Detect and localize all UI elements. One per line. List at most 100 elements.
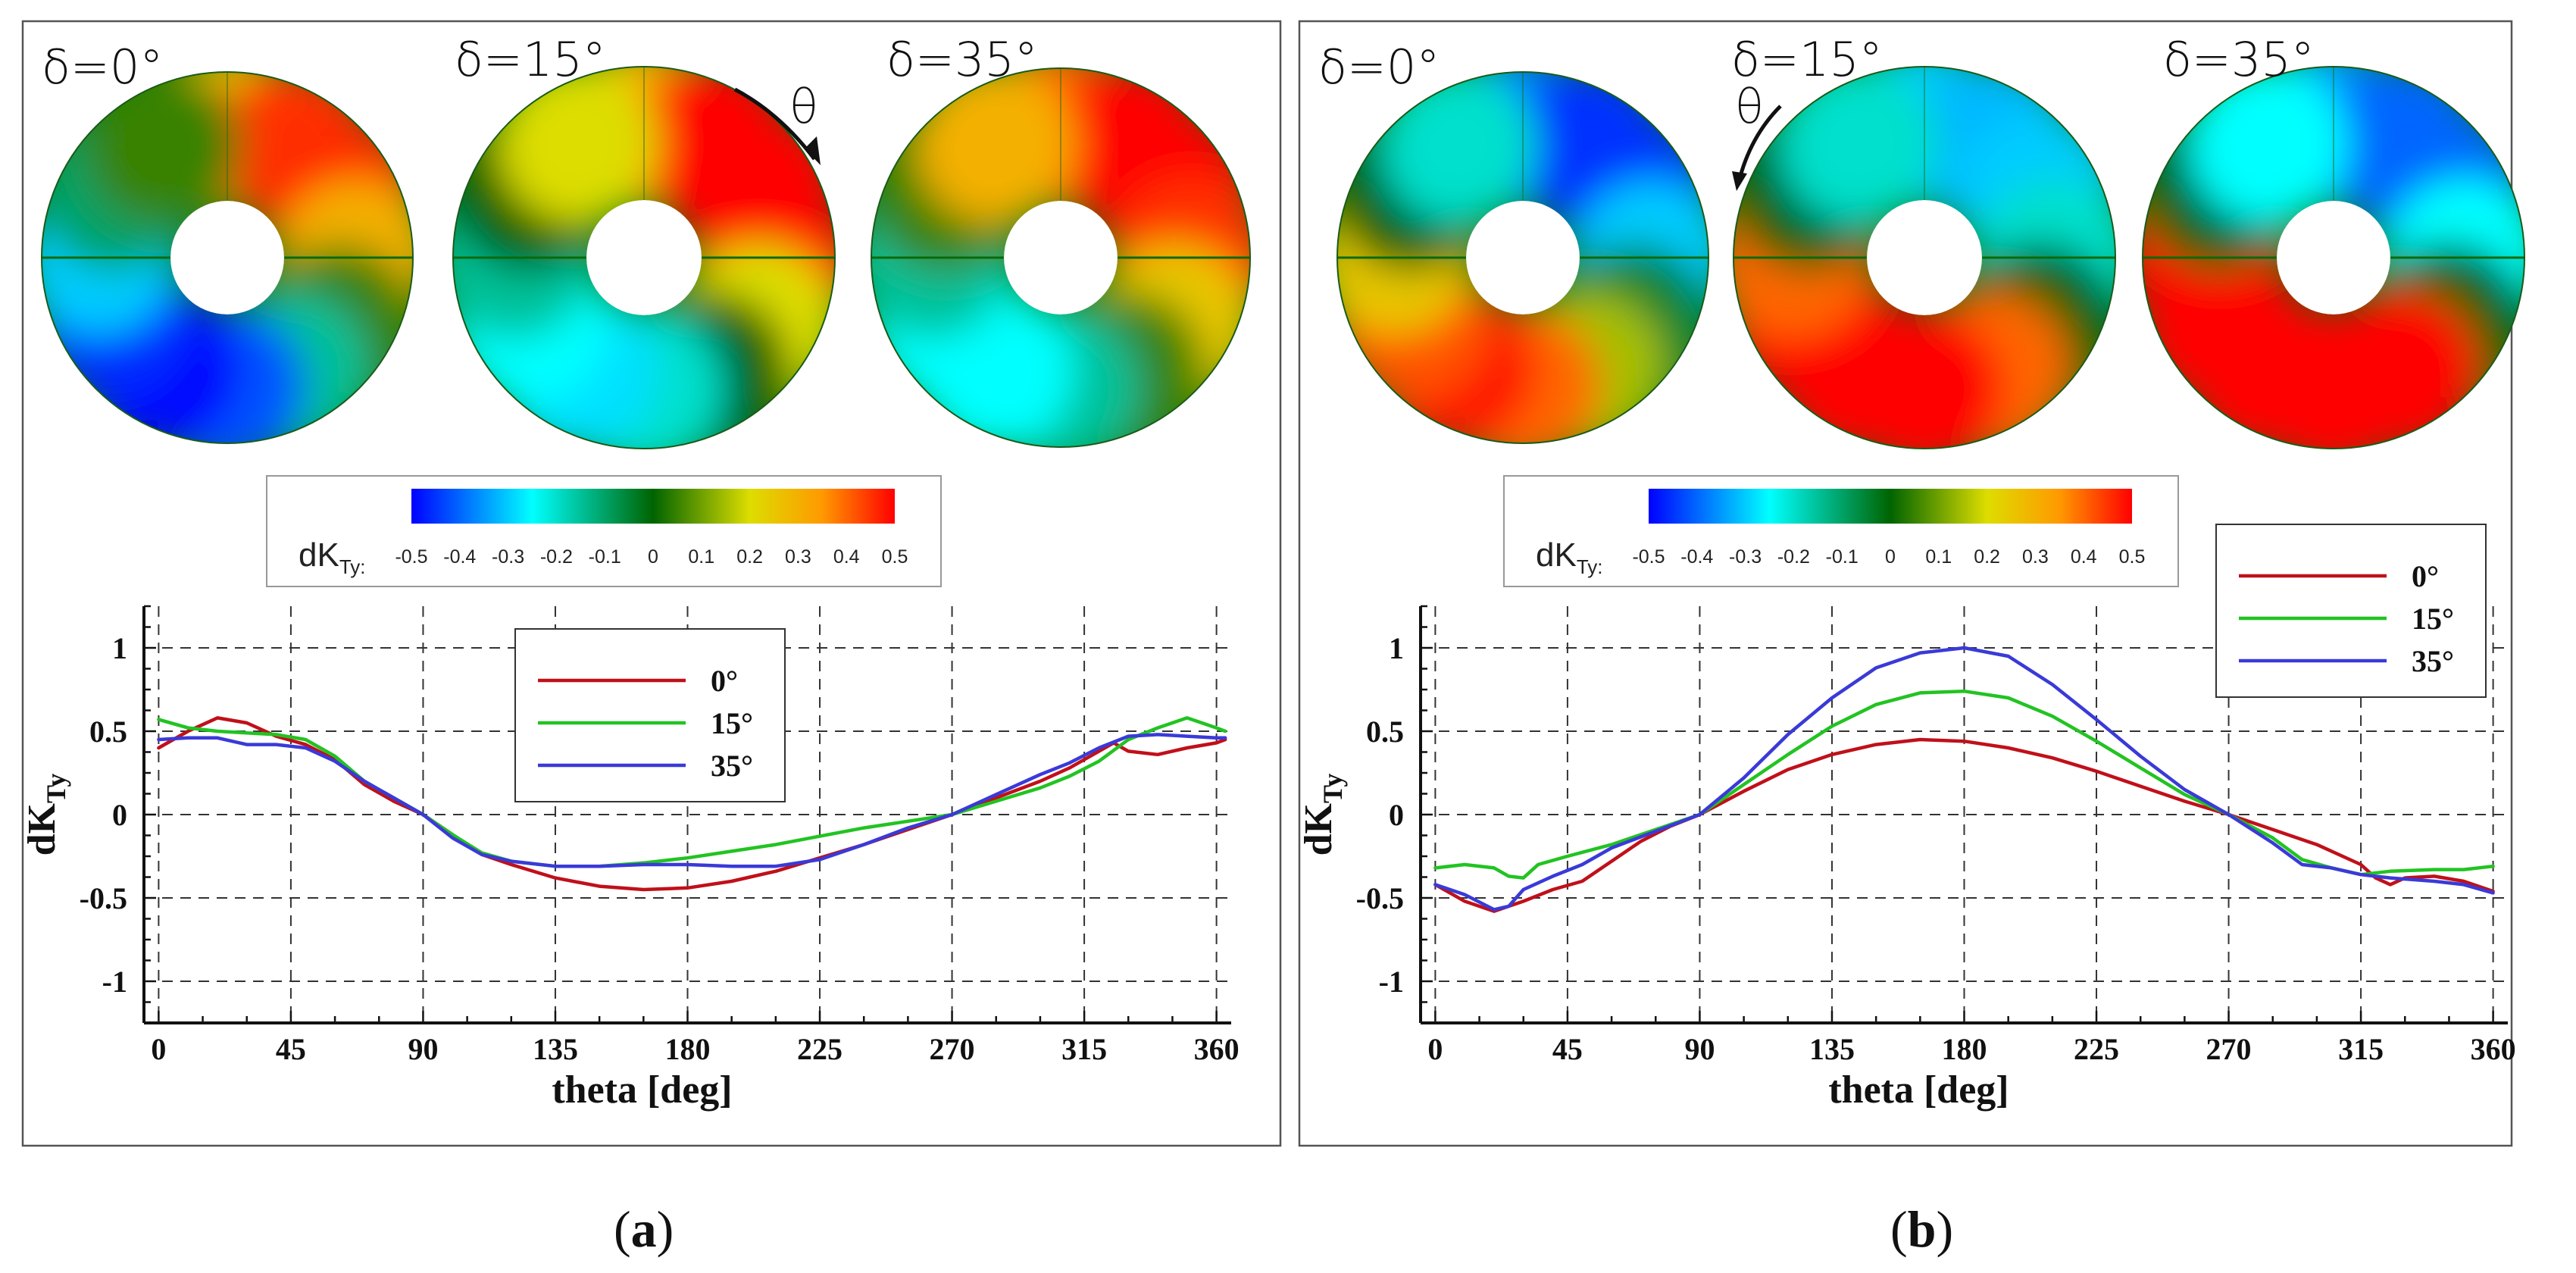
annulus-outline [452, 66, 836, 449]
y-tick-label: 1 [1389, 631, 1404, 665]
panel-b-frame [1298, 20, 2513, 1147]
legend-label-0: 0° [711, 664, 738, 698]
x-tick-label: 270 [2206, 1032, 2252, 1066]
panel-a-caption: (a) [614, 1200, 674, 1258]
y-tick-label: 0 [112, 798, 127, 832]
x-tick-label: 315 [2338, 1032, 2384, 1066]
theta-symbol: θ [789, 79, 818, 134]
legend-label-0: 0° [2412, 559, 2439, 593]
x-tick-label: 90 [1684, 1032, 1715, 1066]
x-axis-title: theta [deg] [1828, 1068, 2009, 1112]
x-tick-label: 270 [930, 1032, 975, 1066]
panel-a-colorbar: -0.5 -0.4 -0.3 -0.2 -0.1 0 0.1 0.2 0.3 0.4 0.5 dKTy… [266, 475, 942, 587]
colorbar-title-sub: Ty: [1577, 555, 1603, 578]
y-tick-label: -0.5 [1356, 881, 1404, 915]
legend-box [514, 628, 786, 802]
delta-label-0: δ=0° [42, 39, 163, 95]
annulus-outline [1336, 71, 1709, 444]
colorbar-tick-label: -0.1 [589, 546, 621, 568]
panel-a-line-plot: 0 45 90 135 180 225 270 315 360 -1 -0.5 0 0.5 1 theta … [20, 605, 1240, 1112]
panel-b-line-plot: 0 45 90 135 180 225 270 315 360 -1 -0.5 0 0.5 1 theta … [1297, 524, 2516, 1112]
x-tick-label: 45 [276, 1032, 306, 1066]
colorbar-tick-label: 0.5 [2119, 546, 2146, 568]
colorbar-title-sub: Ty: [339, 555, 366, 578]
delta-label-2: δ=35° [886, 32, 1038, 87]
y-axis-title: dKTy [1297, 774, 1348, 856]
y-tick-label: -0.5 [80, 881, 127, 915]
y-tick-label: 0 [1389, 798, 1404, 832]
colorbar-gradient [411, 489, 895, 524]
y-tick-label: 0.5 [89, 715, 127, 749]
legend-label-1: 15° [711, 706, 753, 740]
annulus-contour-0 [41, 71, 414, 444]
y-tick-label: -1 [1379, 965, 1404, 999]
contour-sector [1778, 67, 1939, 224]
colorbar-tick-label: 0 [648, 546, 658, 568]
legend-box [2215, 524, 2487, 698]
panel-a: δ=0° δ=15° δ=35° θ -0.5 -0.4 -0.3 -0.2 -0.1 0 0.… [20, 20, 1282, 1258]
colorbar-tick-label: 0.4 [833, 546, 860, 568]
legend-label-2: 35° [2412, 644, 2454, 678]
annulus-blobs [41, 71, 414, 444]
colorbar-tick-label: 0.3 [2022, 546, 2049, 568]
series-line-1 [157, 716, 1227, 868]
colorbar-gradient [1649, 489, 2132, 524]
x-tick-label: 180 [665, 1032, 711, 1066]
y-tick-label: 0.5 [1366, 715, 1404, 749]
legend-label-1: 15° [2412, 602, 2454, 636]
annulus-outline [41, 71, 414, 444]
contour-sector [915, 68, 1075, 224]
x-tick-label: 180 [1942, 1032, 1987, 1066]
x-tick-label: 315 [1061, 1032, 1107, 1066]
contour-sector [85, 71, 241, 224]
y-axis-title-sub: Ty [41, 774, 71, 803]
annulus-outline [2142, 66, 2525, 449]
annulus-outline [871, 67, 1251, 448]
colorbar-tick-label: -0.4 [443, 546, 476, 568]
legend-label-2: 35° [711, 749, 753, 783]
colorbar-tick-label: -0.3 [1729, 546, 1762, 568]
x-tick-label: 0 [151, 1032, 166, 1066]
y-tick-label: 1 [112, 631, 127, 665]
colorbar-tick-label: -0.5 [1632, 546, 1665, 568]
annulus-blobs [1733, 67, 2115, 449]
panel-a-contour-maps: δ=0° δ=15° δ=35° [41, 32, 1251, 449]
colorbar-tick-label: 0.5 [882, 546, 908, 568]
colorbar-tick-label: -0.2 [540, 546, 573, 568]
contour-sector [498, 67, 658, 224]
x-tick-label: 135 [1809, 1032, 1855, 1066]
colorbar-tick-label: 0.2 [736, 546, 763, 568]
colorbar-tick-label: 0 [1885, 546, 1896, 568]
annulus-contour-2 [871, 68, 1250, 447]
colorbar-tick-label: -0.2 [1777, 546, 1810, 568]
series-line-2 [157, 733, 1227, 868]
colorbar-tick-label: 0.1 [688, 546, 714, 568]
panel-a-theta-arrow: θ [733, 79, 821, 165]
x-tick-label: 0 [1427, 1032, 1443, 1066]
x-tick-label: 225 [2074, 1032, 2119, 1066]
y-axis-title-sub: Ty [1318, 774, 1348, 803]
delta-label-0: δ=0° [1318, 39, 1440, 95]
annulus-contour-0 [1337, 72, 1708, 443]
colorbar-tick-label: 0.4 [2071, 546, 2097, 568]
annulus-blobs [453, 67, 835, 449]
delta-label-1: δ=15° [1731, 32, 1883, 87]
x-tick-label: 135 [533, 1032, 578, 1066]
contour-sector [1380, 72, 1537, 224]
x-tick-label: 225 [797, 1032, 843, 1066]
panel-a-frame [21, 20, 1282, 1147]
panel-b: δ=0° δ=15° δ=35° θ -0.5 -0.4 -0.3 -0.2 -0.1 0 0.… [1297, 20, 2525, 1258]
panel-b-contour-maps: δ=0° δ=15° δ=35° [1318, 32, 2525, 449]
delta-label-1: δ=15° [455, 32, 606, 87]
x-tick-label: 45 [1552, 1032, 1583, 1066]
y-axis-title: dKTy [20, 774, 71, 856]
x-axis-title: theta [deg] [552, 1068, 732, 1112]
colorbar-title: dKTy: [299, 536, 366, 578]
panel-b-colorbar: -0.5 -0.4 -0.3 -0.2 -0.1 0 0.1 0.2 0.3 0.4 0.5 dKTy… [1503, 475, 2179, 587]
colorbar-tick-label: -0.3 [492, 546, 524, 568]
annulus-contour-2 [2143, 67, 2524, 449]
panel-b-caption: (b) [1890, 1200, 1953, 1258]
colorbar-tick-label: -0.4 [1680, 546, 1713, 568]
colorbar-tick-label: -0.1 [1826, 546, 1859, 568]
